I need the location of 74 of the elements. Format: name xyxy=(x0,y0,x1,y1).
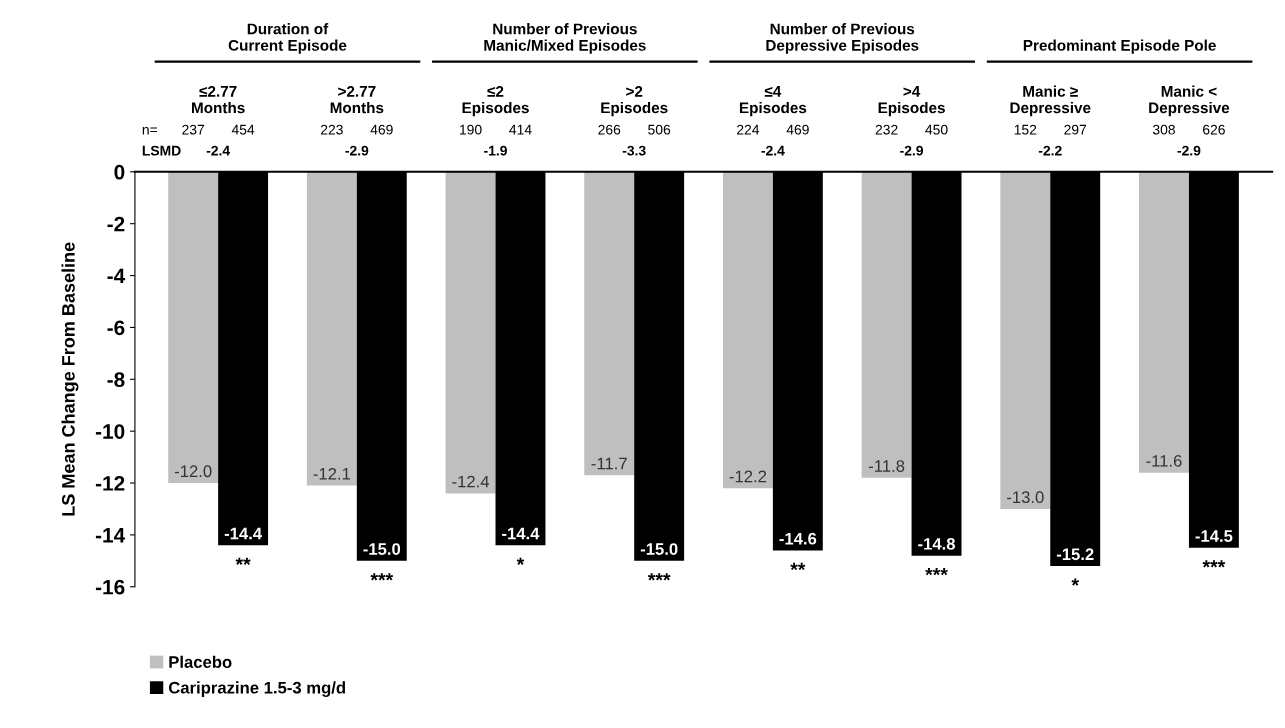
text: -2.9 xyxy=(345,145,369,156)
x-tick-label: >2 Episodes xyxy=(601,85,668,117)
data-label: -12.2 xyxy=(729,470,767,483)
text: 469 xyxy=(786,124,809,135)
annotation: *** xyxy=(1202,560,1226,568)
text: 626 xyxy=(1203,124,1225,135)
text: 232 xyxy=(875,124,898,135)
text: 506 xyxy=(648,124,671,135)
text: -2.9 xyxy=(1177,145,1201,156)
text: 223 xyxy=(320,124,343,135)
data-label: -12.1 xyxy=(313,467,351,480)
y-tick-label: -4 xyxy=(107,268,126,284)
data-label: -15.2 xyxy=(1056,548,1094,561)
text: 224 xyxy=(737,124,760,135)
y-tick-label: -10 xyxy=(95,424,125,439)
annotation: *** xyxy=(925,568,948,576)
data-label: -15.0 xyxy=(640,543,678,555)
data-label: -14.5 xyxy=(1195,530,1233,542)
y-tick-label: -14 xyxy=(95,528,126,543)
text: -2.9 xyxy=(900,145,924,156)
x-tick-label: ≤2 Episodes xyxy=(462,85,529,117)
x-tick-label: Manic < Depressive xyxy=(1149,85,1230,117)
text: 308 xyxy=(1152,124,1175,135)
y-tick-label: -2 xyxy=(107,216,125,232)
annotation: *** xyxy=(370,573,394,581)
text: 152 xyxy=(1014,124,1037,135)
y-axis-title: LS Mean Change From Baseline xyxy=(61,242,79,516)
text: LSMD xyxy=(142,145,181,156)
data-label: -15.0 xyxy=(363,543,401,555)
data-label: -11.6 xyxy=(1146,454,1182,467)
text: n= xyxy=(142,126,158,135)
y-tick-label: -16 xyxy=(95,579,125,595)
data-label: -14.6 xyxy=(779,532,817,545)
text: 454 xyxy=(231,124,255,135)
data-label: -11.8 xyxy=(868,460,905,472)
y-tick-label: -6 xyxy=(107,320,125,336)
text: 266 xyxy=(598,124,621,135)
y-tick-label: -12 xyxy=(95,476,125,491)
data-label: -13.0 xyxy=(1007,491,1044,504)
text: 469 xyxy=(370,124,393,135)
text: Duration of Current Episode xyxy=(228,23,347,54)
text: 450 xyxy=(925,124,948,135)
annotation: * xyxy=(516,557,525,565)
legend-label: Cariprazine 1.5-3 mg/d xyxy=(168,681,345,697)
text: -2.4 xyxy=(761,145,785,156)
text: 237 xyxy=(182,124,205,135)
text: -2.4 xyxy=(206,145,231,156)
x-tick-label: >4 Episodes xyxy=(878,86,945,117)
data-label: -12.4 xyxy=(452,475,490,488)
data-label: -11.7 xyxy=(591,457,627,470)
text: Predominant Episode Pole xyxy=(1023,39,1216,54)
x-tick-label: ≤2.77 Months xyxy=(192,85,245,114)
text: Number of Previous Depressive Episodes xyxy=(766,23,919,54)
data-label: -14.4 xyxy=(224,527,263,540)
x-tick-label: >2.77 Months xyxy=(330,85,384,114)
y-tick-label: -8 xyxy=(107,372,125,388)
annotation: * xyxy=(1071,578,1079,586)
text: 414 xyxy=(509,124,532,135)
text: Number of Previous Manic/Mixed Episodes xyxy=(484,23,646,54)
annotation: *** xyxy=(647,573,671,581)
y-tick-label: 0 xyxy=(114,164,125,180)
data-label: -14.8 xyxy=(918,537,956,550)
data-label: -14.4 xyxy=(502,527,540,540)
annotation: ** xyxy=(790,562,806,571)
data-label: -12.0 xyxy=(174,465,212,478)
x-tick-label: ≤4 Episodes xyxy=(739,86,807,117)
text: -3.3 xyxy=(622,145,646,156)
text: 297 xyxy=(1064,124,1087,135)
text: 190 xyxy=(460,124,482,135)
legend-label: Placebo xyxy=(169,655,232,668)
text: -1.9 xyxy=(484,145,507,156)
annotation: ** xyxy=(235,557,251,565)
x-tick-label: Manic ≥ Depressive xyxy=(1010,85,1091,117)
text: -2.2 xyxy=(1038,145,1062,156)
